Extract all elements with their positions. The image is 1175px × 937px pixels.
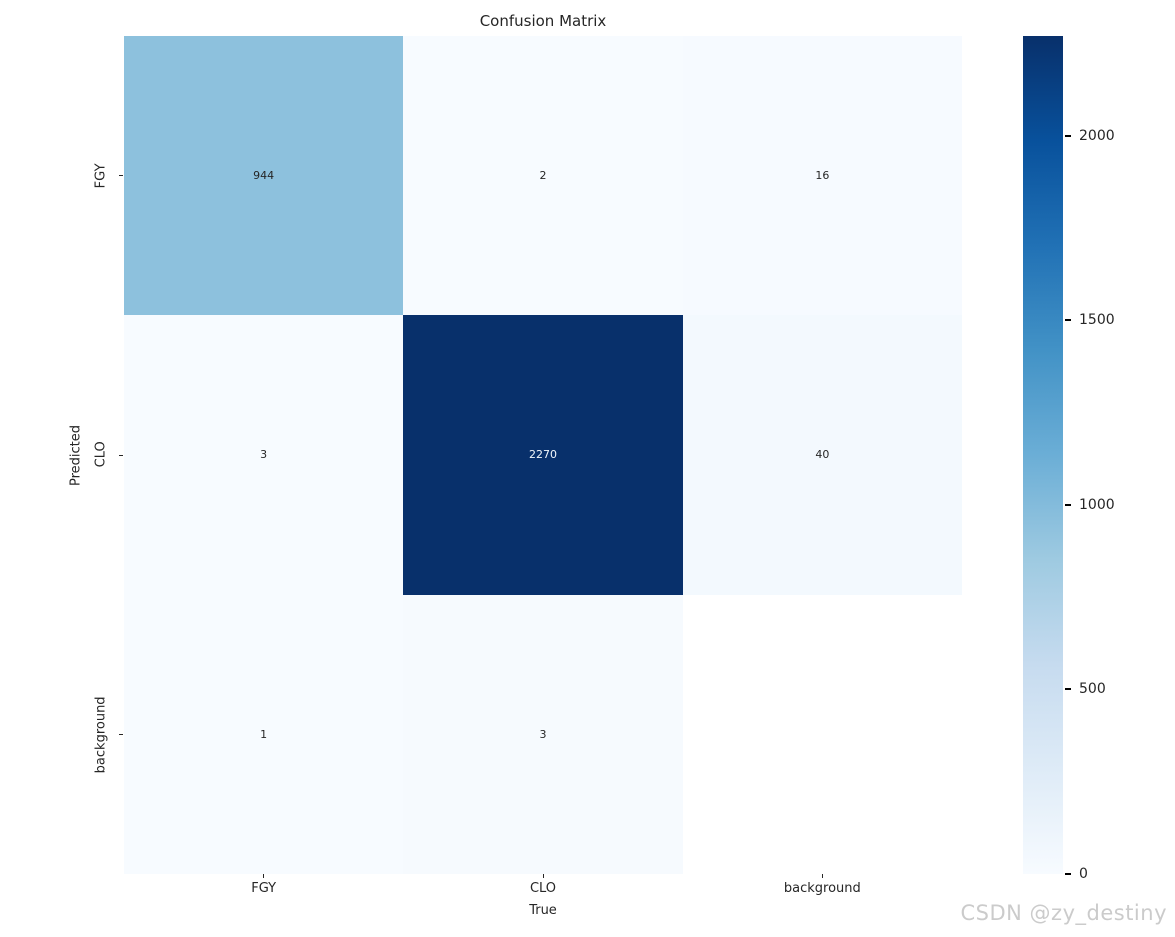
heatmap-cell: 1 [124,594,404,874]
cell-value: 944 [253,169,275,183]
y-tick-labels: FGY CLO background [90,36,112,874]
cell-value: 16 [815,169,830,183]
heatmap-cell: 2270 [403,315,683,595]
x-tick-labels: FGY CLO background [124,881,962,896]
heatmap-cell [682,594,962,874]
y-tick-label: background [93,695,109,773]
colorbar-tick-mark [1065,688,1071,691]
colorbar-tick-label: 500 [1079,681,1106,698]
heatmap-grid: 944 2 16 3 2270 40 1 3 [124,36,962,874]
y-axis-ticks [119,36,124,874]
x-tick-label: CLO [529,881,557,896]
watermark: CSDN @zy_destiny [960,901,1167,925]
heatmap-cell: 944 [124,36,404,316]
y-tick-mark [119,175,123,177]
cell-value: 1 [260,727,268,741]
heatmap-cell: 2 [403,36,683,316]
colorbar-tick-label: 2000 [1079,127,1115,144]
x-tick-mark [821,874,823,878]
x-axis-ticks [124,874,962,879]
colorbar-tick-label: 0 [1079,866,1088,882]
cell-value: 2270 [528,448,557,462]
colorbar-tick-label: 1500 [1079,312,1115,329]
cell-value: 3 [539,727,547,741]
cell-value: 2 [539,169,547,183]
y-tick-label: FGY [93,163,109,189]
colorbar [1023,36,1063,874]
colorbar-tick-mark [1065,873,1071,875]
heatmap-cell: 3 [403,594,683,874]
y-tick-label: CLO [93,441,109,469]
heatmap-cell: 3 [124,315,404,595]
colorbar-tick-mark [1065,503,1071,506]
cell-value: 3 [260,448,268,462]
colorbar-tick-mark [1065,134,1071,137]
y-tick-mark [119,454,123,456]
y-axis-label: Predicted [68,424,84,486]
x-tick-mark [263,874,265,878]
colorbar-ticks: 0 500 1000 1500 2000 [1063,36,1173,882]
chart-title: Confusion Matrix [479,12,607,30]
colorbar-tick-mark [1065,319,1071,322]
x-tick-label: FGY [251,881,277,896]
colorbar-tick-label: 1000 [1079,496,1115,513]
x-axis-label: True [529,903,557,918]
heatmap-cell: 40 [682,315,962,595]
cell-value: 40 [815,448,830,462]
y-tick-mark [119,733,123,735]
x-tick-mark [542,874,544,878]
x-tick-label: background [783,881,861,896]
heatmap-cell: 16 [682,36,962,316]
